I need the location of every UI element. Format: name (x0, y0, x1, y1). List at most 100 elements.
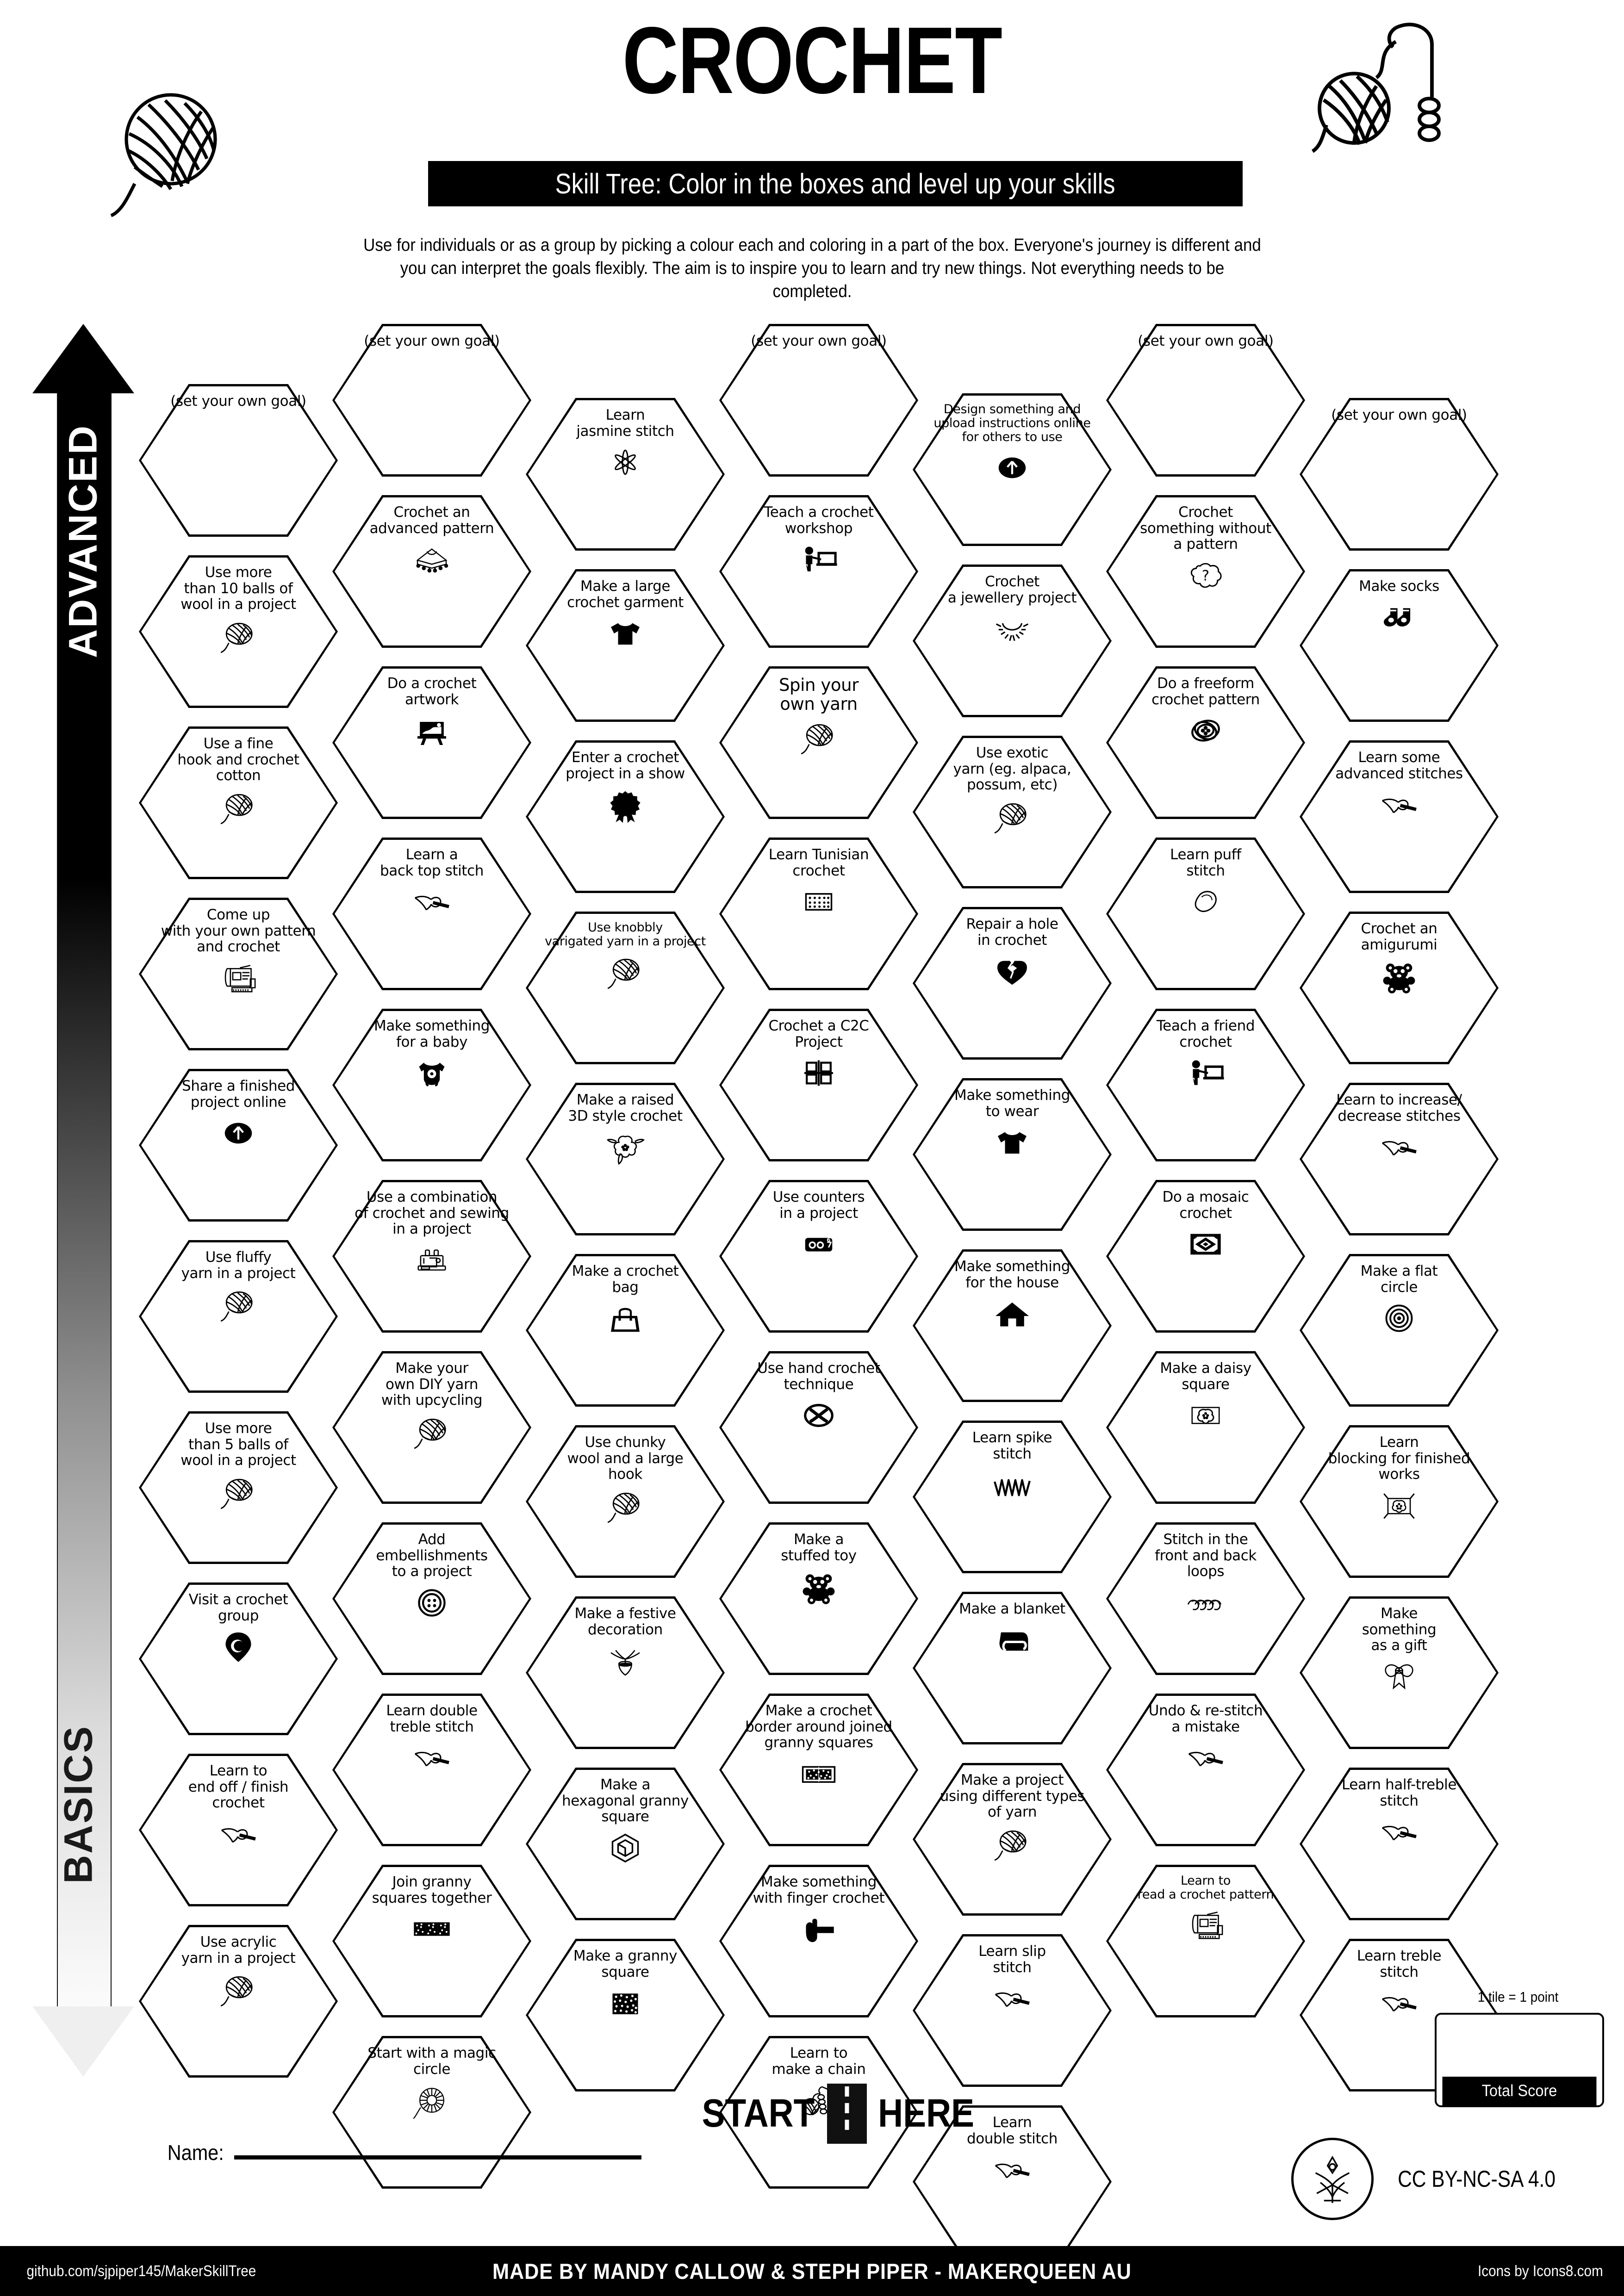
skill-tile[interactable]: Make a stuffed toy (719, 1522, 918, 1675)
tile-fill[interactable] (141, 558, 336, 706)
skill-tile[interactable]: Use acrylic yarn in a project (139, 1925, 338, 2078)
tile-label: Share a finished project online (181, 1078, 295, 1111)
tile-fill[interactable] (528, 743, 722, 891)
skill-tile[interactable]: Design something and upload instructions … (913, 393, 1112, 546)
tile-label: Make something as a gift (1362, 1605, 1437, 1654)
skill-tile[interactable]: Do a crochet artwork (332, 666, 531, 819)
tile-fill[interactable] (1302, 743, 1496, 891)
name-write-line[interactable] (234, 2155, 642, 2159)
skill-tile[interactable]: Teach a crochet workshop (719, 495, 918, 648)
skill-tile[interactable]: Make a hexagonal granny square (526, 1768, 725, 1920)
skill-tile[interactable]: (set your own goal) (332, 324, 531, 477)
skill-tile[interactable]: Use exotic yarn (eg. alpaca, possum, etc) (913, 736, 1112, 888)
skill-tile[interactable]: Make a daisy square (1106, 1351, 1305, 1504)
tile-fill[interactable] (915, 738, 1109, 886)
skill-tile[interactable]: Make a crochet border around joined granny… (719, 1694, 918, 1846)
skill-tile[interactable]: Learn jasmine stitch (526, 398, 725, 551)
skill-tile[interactable]: (set your own goal) (1106, 324, 1305, 477)
score-input-box[interactable]: Total Score (1435, 2013, 1604, 2107)
skill-tile[interactable]: Use more than 10 balls of wool in a projec… (139, 555, 338, 708)
skill-tile[interactable]: Make something with finger crochet (719, 1865, 918, 2017)
skill-tile[interactable]: Learn spike stitch (913, 1421, 1112, 1573)
tile-fill[interactable] (915, 2108, 1109, 2256)
skill-tile[interactable]: Use a fine hook and crochet cotton (139, 726, 338, 879)
skill-tile[interactable]: Do a freeform crochet pattern (1106, 666, 1305, 819)
skill-tile[interactable]: Add embellishments to a project (332, 1522, 531, 1675)
skill-tile[interactable]: Crochet an advanced pattern (332, 495, 531, 648)
footer-repo-link[interactable]: github.com/sjpiper145/MakerSkillTree (26, 2262, 256, 2279)
skill-tile[interactable]: Make something to wear (913, 1078, 1112, 1231)
skill-tile[interactable]: Make a flat circle (1300, 1254, 1499, 1407)
skill-tile[interactable]: Learn to read a crochet pattern (1106, 1865, 1305, 2017)
skill-tile[interactable]: Learn to increase/decrease stitches (1300, 1083, 1499, 1235)
skill-tile[interactable]: Share a finished project online (139, 1069, 338, 1222)
skill-tile[interactable]: Use knobbly varigated yarn in a project (526, 912, 725, 1064)
skill-tile[interactable]: Learn half-treble stitch (1300, 1768, 1499, 1920)
skill-tile[interactable]: Start with a magic circle (332, 2036, 531, 2189)
skill-tile[interactable]: Learn some advanced stitches (1300, 740, 1499, 893)
skill-tile[interactable]: Make a blanket (913, 1592, 1112, 1744)
skill-tile[interactable]: Learn slip stitch (913, 1934, 1112, 2087)
skill-tile[interactable]: Use hand crochet technique (719, 1351, 918, 1504)
skill-tile[interactable]: Make something for the house (913, 1249, 1112, 1402)
skill-tile[interactable]: Learn to end off / finish crochet (139, 1754, 338, 1906)
skill-tile[interactable]: Make a granny square (526, 1939, 725, 2091)
skill-tile[interactable]: Learn Tunisian crochet (719, 838, 918, 990)
skill-tile[interactable]: Visit a crochet group (139, 1582, 338, 1735)
skill-tile[interactable]: Use more than 5 balls of wool in a project (139, 1411, 338, 1564)
skill-tile[interactable]: Join granny squares together (332, 1865, 531, 2017)
skill-tile[interactable]: Learn a back top stitch (332, 838, 531, 990)
tile-fill[interactable] (528, 1941, 722, 2089)
skill-tile[interactable]: Crochet a jewellery project (913, 565, 1112, 717)
skill-tile[interactable]: Make a project using different types of ya… (913, 1763, 1112, 1916)
tile-fill[interactable] (915, 1936, 1109, 2085)
skill-tile[interactable]: Use fluffy yarn in a project (139, 1240, 338, 1393)
skill-tile[interactable]: Learn double treble stitch (332, 1694, 531, 1846)
tile-fill[interactable] (1108, 497, 1303, 645)
tile-fill[interactable] (915, 567, 1109, 715)
skill-tile[interactable]: Use counters in a project 7 6 (719, 1180, 918, 1333)
name-field[interactable]: Name: (164, 2140, 642, 2165)
footer-icon-credit[interactable]: Icons by Icons8.com (1478, 2262, 1603, 2279)
tile-fill[interactable] (335, 669, 529, 817)
skill-tile[interactable]: Make a raised 3D style crochet (526, 1083, 725, 1235)
skill-tile[interactable]: (set your own goal) (719, 324, 918, 477)
skill-tile[interactable]: Learn blocking for finished works (1300, 1425, 1499, 1578)
skill-tile[interactable]: Do a mosaic crochet (1106, 1180, 1305, 1333)
skill-tile[interactable]: Use chunky wool and a large hook (526, 1425, 725, 1578)
necklace-icon (992, 609, 1032, 649)
skill-tile[interactable]: Use a combination of crochet and sewing in… (332, 1180, 531, 1333)
tile-fill[interactable] (335, 497, 529, 645)
tile-fill[interactable] (141, 729, 336, 877)
tile-fill[interactable] (722, 497, 916, 645)
tile-goal-placeholder: (set your own goal) (170, 393, 306, 410)
skill-tile[interactable]: Come up with your own pattern and crochet (139, 898, 338, 1050)
skill-tile[interactable]: Learn to make a chain (719, 2036, 918, 2189)
skill-tile[interactable]: (set your own goal) (1300, 398, 1499, 551)
mosaic-icon (1186, 1224, 1226, 1264)
skill-tile[interactable]: Learn puff stitch (1106, 838, 1305, 990)
skill-tile[interactable]: Make something for a baby (332, 1009, 531, 1161)
tile-fill[interactable] (1108, 669, 1303, 817)
skill-tile[interactable]: Repair a hole in crochet (913, 907, 1112, 1060)
skill-tile[interactable]: Make a large crochet garment (526, 569, 725, 722)
skill-tile[interactable]: Make a festive decoration (526, 1596, 725, 1749)
skill-tile[interactable]: Spin your own yarn (719, 666, 918, 819)
skill-tile[interactable]: Stitch in the front and back loops (1106, 1522, 1305, 1675)
skill-tile[interactable]: Make socks (1300, 569, 1499, 722)
tile-fill[interactable] (528, 571, 722, 720)
tile-fill[interactable] (141, 1927, 336, 2075)
skill-tile[interactable]: Make a crochet bag (526, 1254, 725, 1407)
tile-fill[interactable] (1302, 571, 1496, 720)
tile-fill[interactable] (722, 2038, 916, 2186)
skill-tile[interactable]: Learn double stitch (913, 2105, 1112, 2258)
skill-tile[interactable]: Make your own DIY yarn with upcycling (332, 1351, 531, 1504)
skill-tile[interactable]: Undo & re-stitch a mistake (1106, 1694, 1305, 1846)
skill-tile[interactable]: Crochet an amigurumi (1300, 912, 1499, 1064)
skill-tile[interactable]: Crochet a C2C Project (719, 1009, 918, 1161)
skill-tile[interactable]: Teach a friend crochet (1106, 1009, 1305, 1161)
skill-tile[interactable]: Make something as a gift (1300, 1596, 1499, 1749)
skill-tile[interactable]: (set your own goal) (139, 384, 338, 537)
skill-tile[interactable]: Enter a crochet project in a show (526, 740, 725, 893)
skill-tile[interactable]: Crochet something without a pattern? (1106, 495, 1305, 648)
